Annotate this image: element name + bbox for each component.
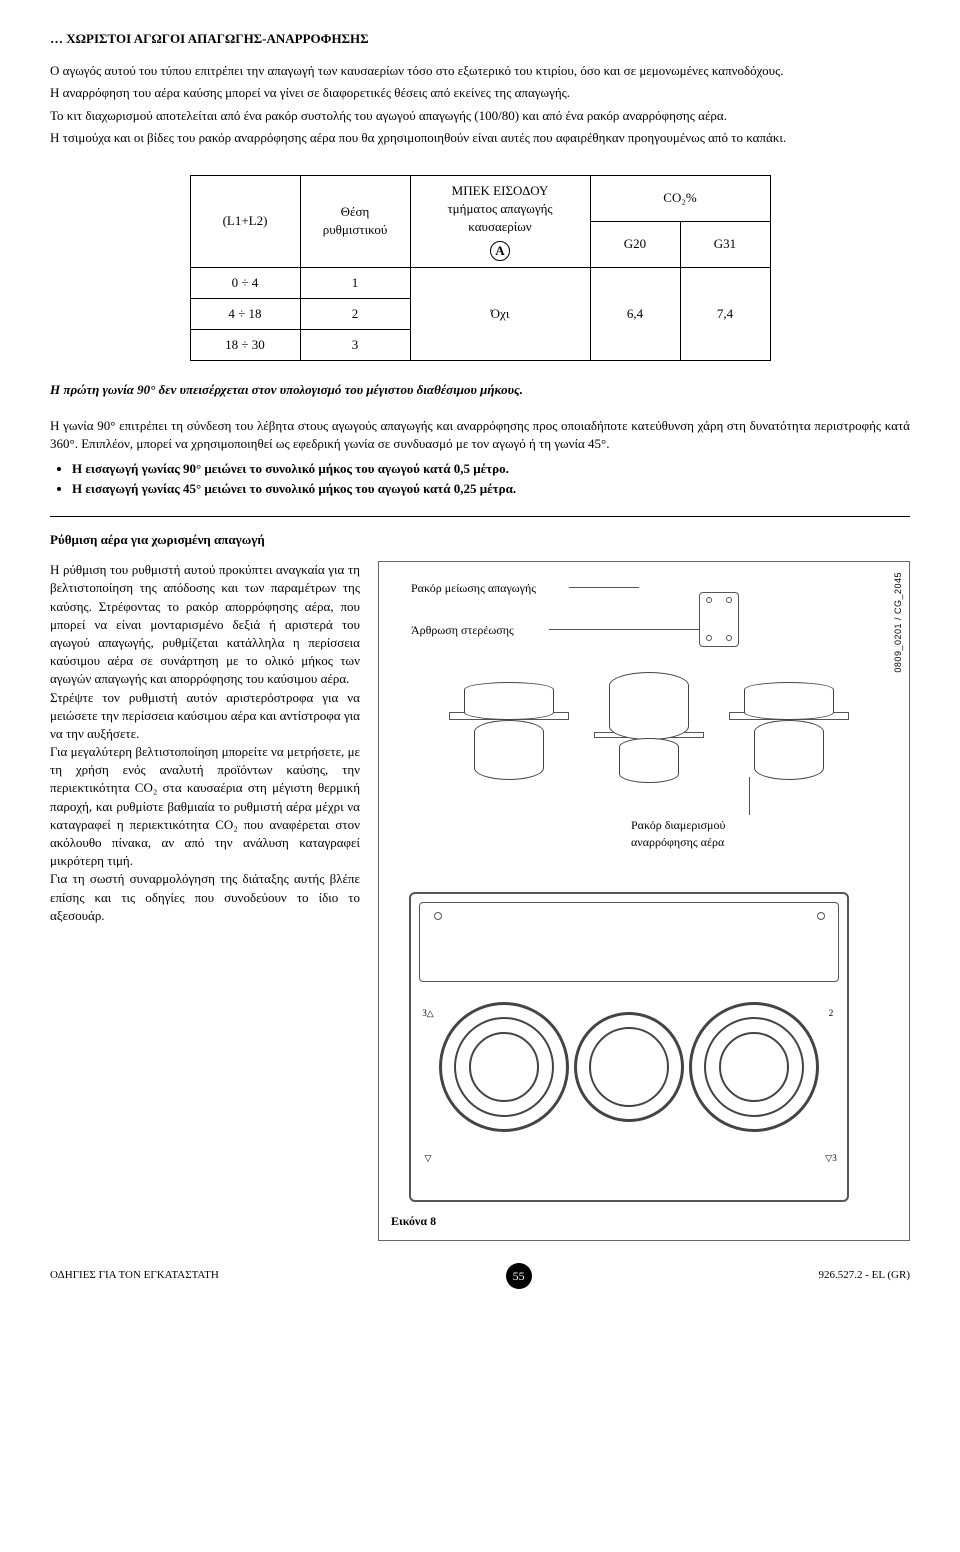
label: ΜΠΕΚ ΕΙΣΟΔΟΥ <box>429 182 572 200</box>
table-row: 0 ÷ 4 1 Όχι 6,4 7,4 <box>190 267 770 298</box>
col-g31: G31 <box>680 221 770 267</box>
cell: 4 ÷ 18 <box>190 298 300 329</box>
label: τμήματος απαγωγής <box>429 200 572 218</box>
diagram-label: Άρθρωση στερέωσης <box>409 622 516 639</box>
left-text-column: Η ρύθμιση του ρυθμιστή αυτού προκύπτει α… <box>50 561 360 1241</box>
cell: 1 <box>300 267 410 298</box>
cell: 7,4 <box>680 267 770 361</box>
paragraph: Η αναρρόφηση του αέρα καύσης μπορεί να γ… <box>50 84 910 102</box>
subheading: Ρύθμιση αέρα για χωρισμένη απαγωγή <box>50 531 910 549</box>
figure-caption: Εικόνα 8 <box>391 1213 436 1230</box>
italic-note: Η πρώτη γωνία 90° δεν υπεισέρχεται στον … <box>50 381 910 399</box>
cell: Όχι <box>410 267 590 361</box>
list-item: Η εισαγωγή γωνίας 90° μειώνει το συνολικ… <box>72 460 910 478</box>
cell: 0 ÷ 4 <box>190 267 300 298</box>
col-co2: CO₂% <box>590 175 770 221</box>
specs-table: (L1+L2) Θέση ρυθμιστικού ΜΠΕΚ ΕΙΣΟΔΟΥ τμ… <box>190 175 771 361</box>
col-g20: G20 <box>590 221 680 267</box>
col-regulator-pos: Θέση ρυθμιστικού <box>300 175 410 267</box>
diagram-figure: 0809_0201 / CG_2045 Ρακόρ μείωσης απαγωγ… <box>378 561 910 1241</box>
paragraph: Το κιτ διαχωρισμού αποτελείται από ένα ρ… <box>50 107 910 125</box>
cell: 2 <box>300 298 410 329</box>
section-heading: … ΧΩΡΙΣΤΟΙ ΑΓΩΓΟΙ ΑΠΑΓΩΓΗΣ-ΑΝΑΡΡΟΦΗΣΗΣ <box>50 30 910 48</box>
page-footer: ΟΔΗΓΙΕΣ ΓΙΑ ΤΟΝ ΕΓΚΑΤΑΣΤΑΤΗ 55 926.527.2… <box>50 1263 910 1289</box>
col-inlet-nozzle: ΜΠΕΚ ΕΙΣΟΔΟΥ τμήματος απαγωγής καυσαερίω… <box>410 175 590 267</box>
drawing-code: 0809_0201 / CG_2045 <box>892 572 905 673</box>
label: καυσαερίων <box>429 218 572 236</box>
footer-right: 926.527.2 - EL (GR) <box>818 1268 910 1283</box>
paragraph: Η γωνία 90° επιτρέπει τη σύνδεση του λέβ… <box>50 417 910 453</box>
col-l1l2: (L1+L2) <box>190 175 300 267</box>
divider <box>50 516 910 517</box>
cell: 18 ÷ 30 <box>190 329 300 360</box>
list-item: Η εισαγωγή γωνίας 45° μειώνει το συνολικ… <box>72 480 910 498</box>
bullet-list: Η εισαγωγή γωνίας 90° μειώνει το συνολικ… <box>50 460 910 498</box>
paragraph: Ο αγωγός αυτού του τύπου επιτρέπει την α… <box>50 62 910 80</box>
diagram-label: Ρακόρ διαμερισμού αναρρόφησης αέρα <box>629 817 779 851</box>
paragraph: Η τσιμούχα και οι βίδες του ρακόρ αναρρό… <box>50 129 910 147</box>
cell: 6,4 <box>590 267 680 361</box>
footer-left: ΟΔΗΓΙΕΣ ΓΙΑ ΤΟΝ ΕΓΚΑΤΑΣΤΑΤΗ <box>50 1268 219 1283</box>
page-number: 55 <box>506 1263 532 1289</box>
cell: 3 <box>300 329 410 360</box>
circle-a-icon: A <box>490 241 510 261</box>
diagram-label: Ρακόρ μείωσης απαγωγής <box>409 580 538 597</box>
